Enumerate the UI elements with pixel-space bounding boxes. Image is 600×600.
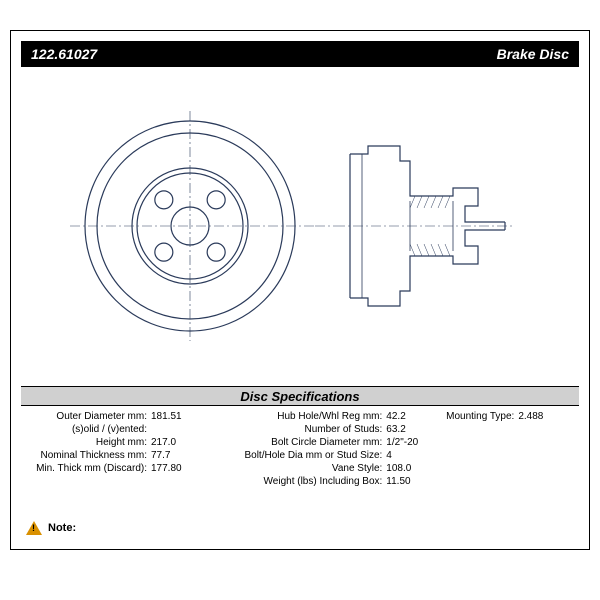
spec-row: Hub Hole/Whl Reg mm:42.2 (216, 411, 428, 422)
note-row: Note: (26, 521, 76, 535)
spec-card: 122.61027 Brake Disc Disc Specifications… (10, 30, 590, 550)
title-bar: 122.61027 Brake Disc (21, 41, 579, 67)
spec-value: 42.2 (386, 411, 405, 422)
spec-label: Weight (lbs) Including Box: (216, 476, 386, 487)
spec-row: Min. Thick mm (Discard):177.80 (21, 463, 216, 474)
diagram-area (11, 81, 589, 371)
spec-value: 63.2 (386, 424, 405, 435)
warning-icon (26, 521, 42, 535)
spec-label: Bolt Circle Diameter mm: (216, 437, 386, 448)
spec-value: 2.488 (518, 411, 543, 422)
spec-col-1: Outer Diameter mm:181.51(s)olid / (v)ent… (21, 411, 216, 487)
spec-row: Weight (lbs) Including Box:11.50 (216, 476, 428, 487)
spec-row: Mounting Type:2.488 (428, 411, 579, 422)
spec-col-3: Mounting Type:2.488 (428, 411, 579, 487)
part-number: 122.61027 (31, 46, 97, 62)
spec-label: Hub Hole/Whl Reg mm: (216, 411, 386, 422)
spec-row: Nominal Thickness mm:77.7 (21, 450, 216, 461)
spec-header: Disc Specifications (21, 386, 579, 406)
spec-row: Vane Style:108.0 (216, 463, 428, 474)
brake-disc-diagram (50, 86, 550, 366)
spec-row: Bolt/Hole Dia mm or Stud Size:4 (216, 450, 428, 461)
spec-row: Height mm:217.0 (21, 437, 216, 448)
spec-row: Outer Diameter mm:181.51 (21, 411, 216, 422)
spec-value: 11.50 (386, 476, 410, 487)
spec-label: Mounting Type: (428, 411, 518, 422)
spec-label: Bolt/Hole Dia mm or Stud Size: (216, 450, 386, 461)
spec-col-2: Hub Hole/Whl Reg mm:42.2Number of Studs:… (216, 411, 428, 487)
spec-value: 177.80 (151, 463, 182, 474)
spec-row: Number of Studs:63.2 (216, 424, 428, 435)
spec-label: Nominal Thickness mm: (21, 450, 151, 461)
spec-label: (s)olid / (v)ented: (21, 424, 151, 435)
product-type: Brake Disc (497, 46, 569, 62)
spec-value: 1/2"-20 (386, 437, 418, 448)
spec-value: 217.0 (151, 437, 176, 448)
note-label: Note: (48, 522, 76, 534)
spec-row: (s)olid / (v)ented: (21, 424, 216, 435)
spec-value: 181.51 (151, 411, 182, 422)
spec-label: Vane Style: (216, 463, 386, 474)
spec-value: 4 (386, 450, 392, 461)
spec-value: 108.0 (386, 463, 411, 474)
spec-table: Outer Diameter mm:181.51(s)olid / (v)ent… (21, 411, 579, 487)
spec-row: Bolt Circle Diameter mm:1/2"-20 (216, 437, 428, 448)
spec-label: Height mm: (21, 437, 151, 448)
spec-value: 77.7 (151, 450, 170, 461)
spec-label: Min. Thick mm (Discard): (21, 463, 151, 474)
spec-label: Outer Diameter mm: (21, 411, 151, 422)
spec-label: Number of Studs: (216, 424, 386, 435)
